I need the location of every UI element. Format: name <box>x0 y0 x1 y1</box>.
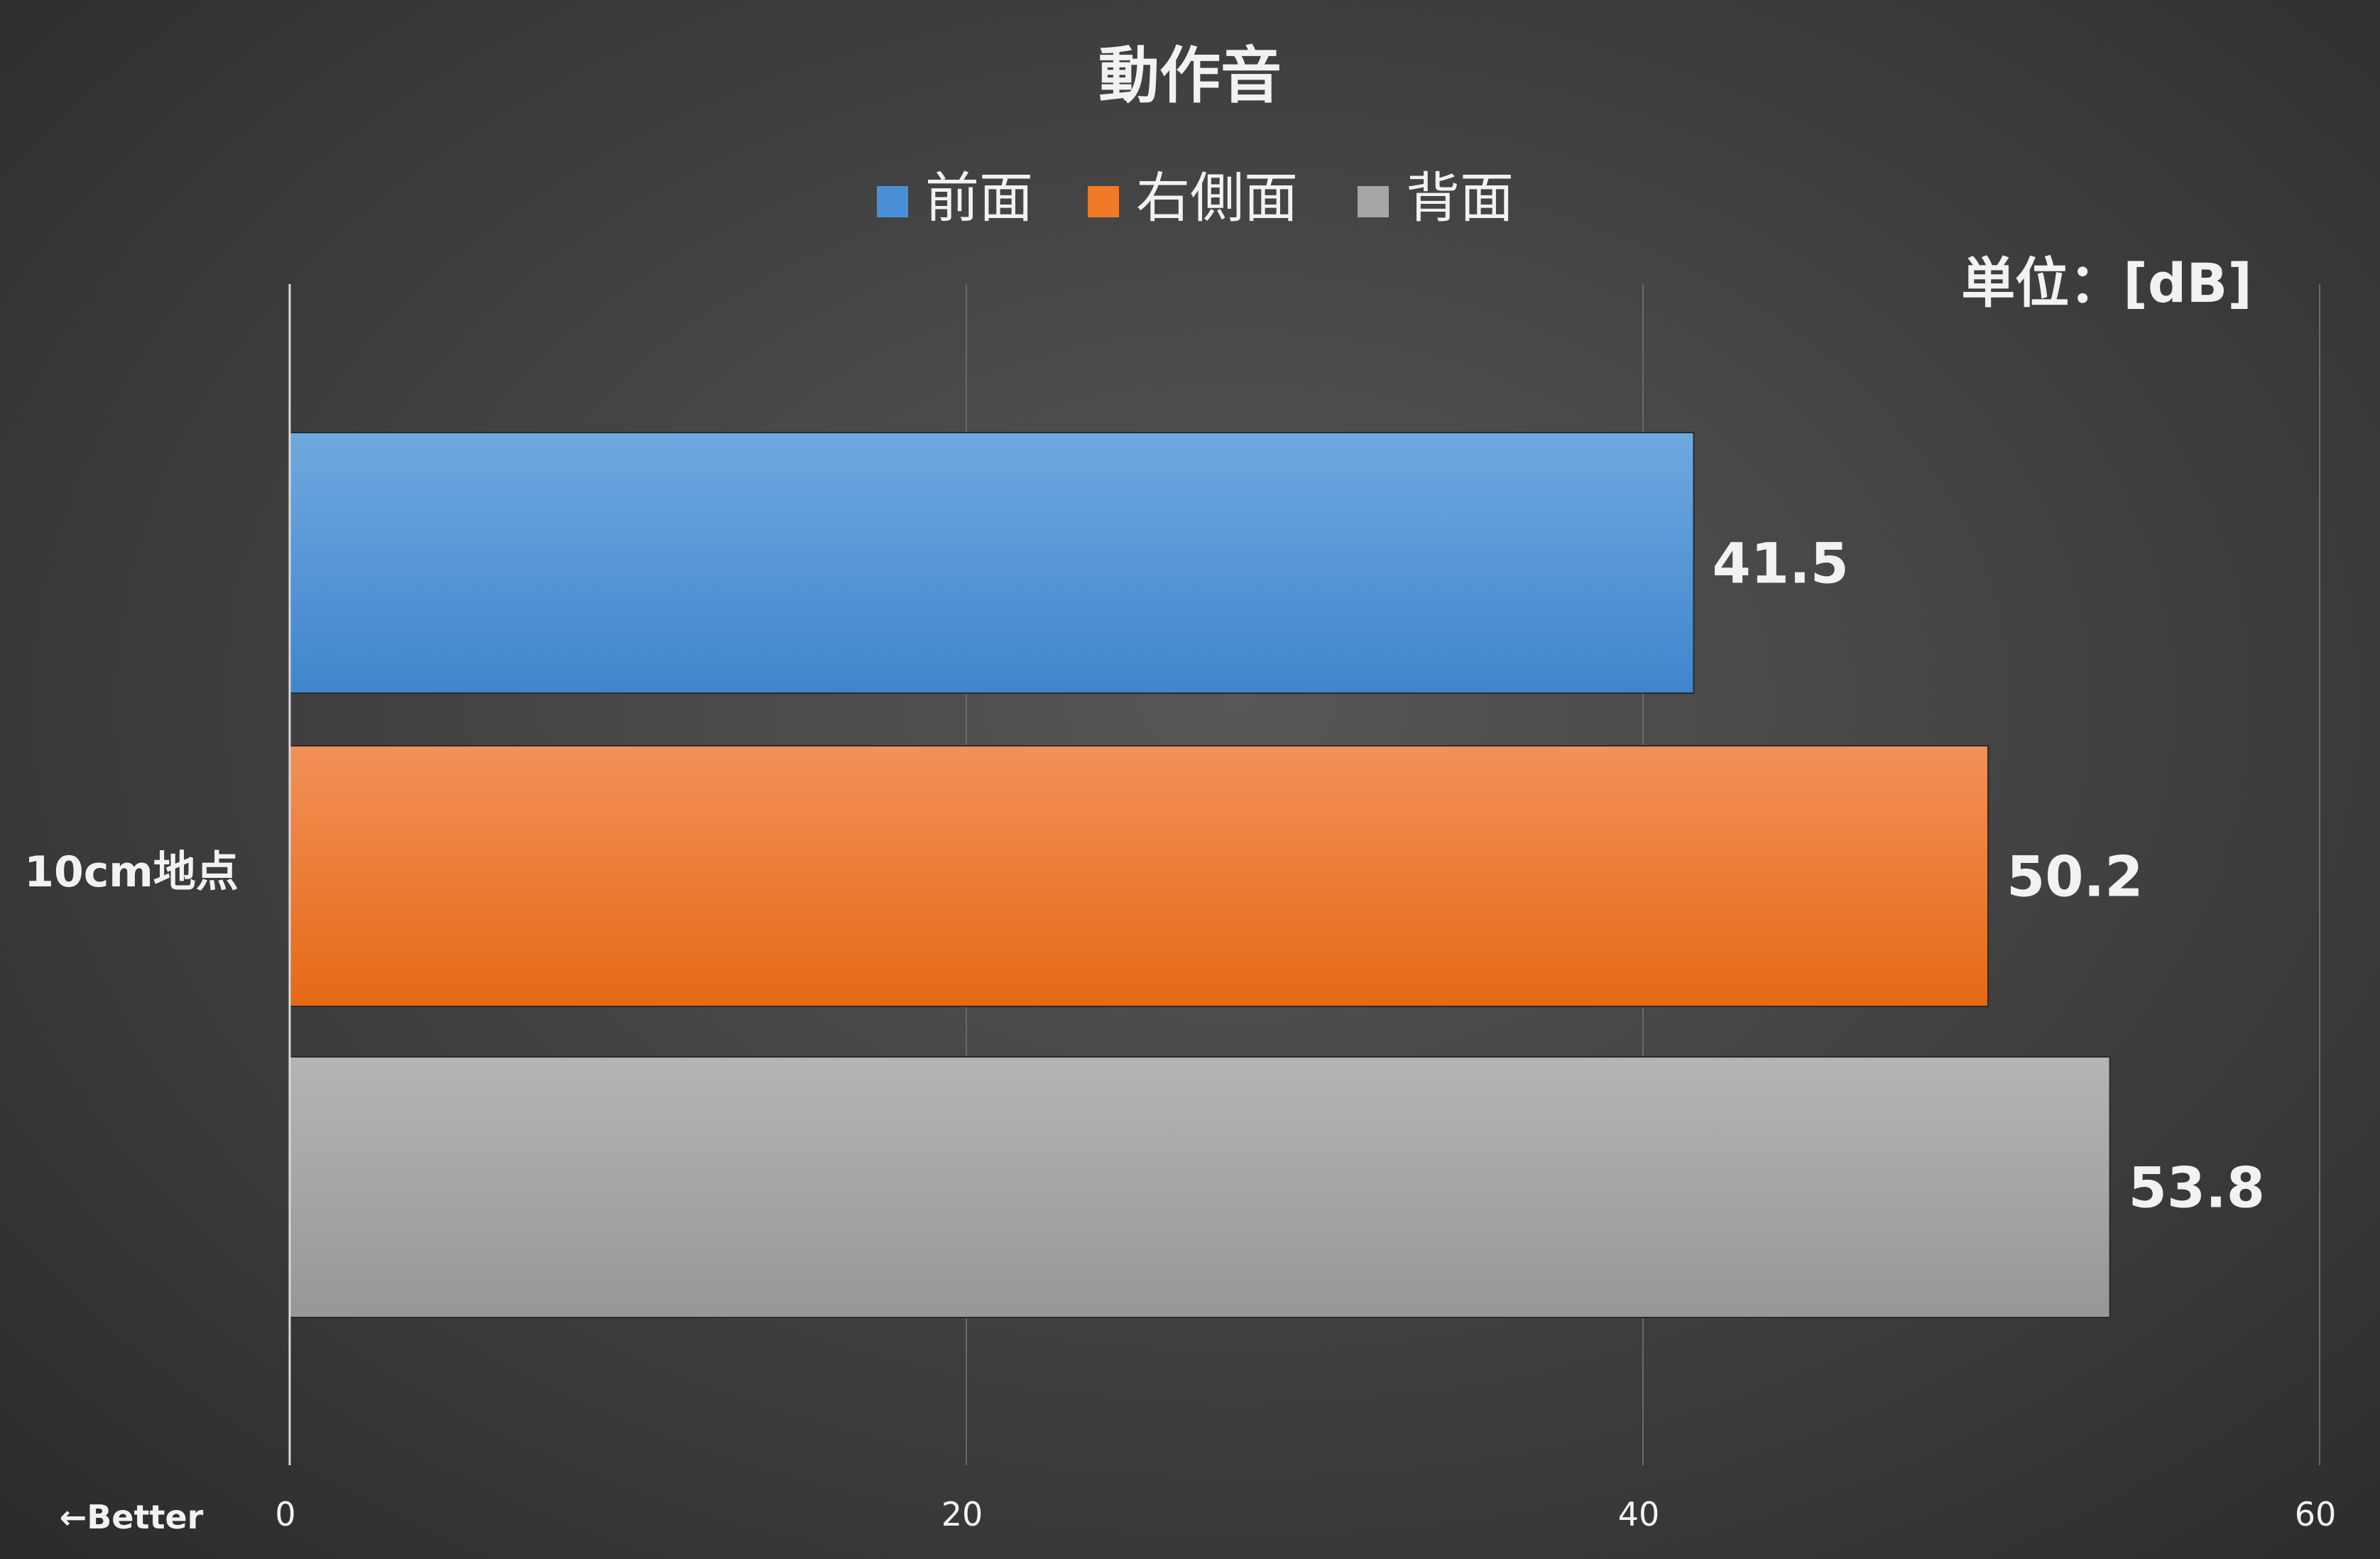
legend-entry: 右側面 <box>1136 166 1298 229</box>
category-label: 10cm地点 <box>24 847 239 897</box>
bar-2 <box>289 745 1989 1007</box>
data-label: 50.2 <box>2007 846 2143 910</box>
legend-swatch <box>1088 186 1119 217</box>
x-tick-label: 40 <box>1618 1495 1660 1533</box>
data-label: 41.5 <box>1712 533 1848 597</box>
unit-label: 単位：[dB] <box>1961 251 2252 315</box>
legend-swatch <box>1358 186 1389 217</box>
bar-3 <box>289 1056 2111 1318</box>
x-axis-ticks: 0 20 40 60 <box>275 1495 2336 1533</box>
chart-title: 動作音 <box>1098 40 1282 112</box>
legend-entry: 背面 <box>1406 166 1514 229</box>
bar-1 <box>289 432 1695 694</box>
x-tick-label: 20 <box>941 1495 983 1533</box>
x-tick-label: 0 <box>275 1495 295 1533</box>
better-label: ←Better <box>60 1498 204 1536</box>
legend-swatch <box>877 186 908 217</box>
legend-entry: 前面 <box>925 166 1033 229</box>
data-label: 53.8 <box>2129 1157 2265 1221</box>
bars: 41.5 50.2 53.8 <box>289 432 2265 1318</box>
x-tick-label: 60 <box>2295 1495 2337 1533</box>
legend: 前面 右側面 背面 <box>877 166 1514 229</box>
